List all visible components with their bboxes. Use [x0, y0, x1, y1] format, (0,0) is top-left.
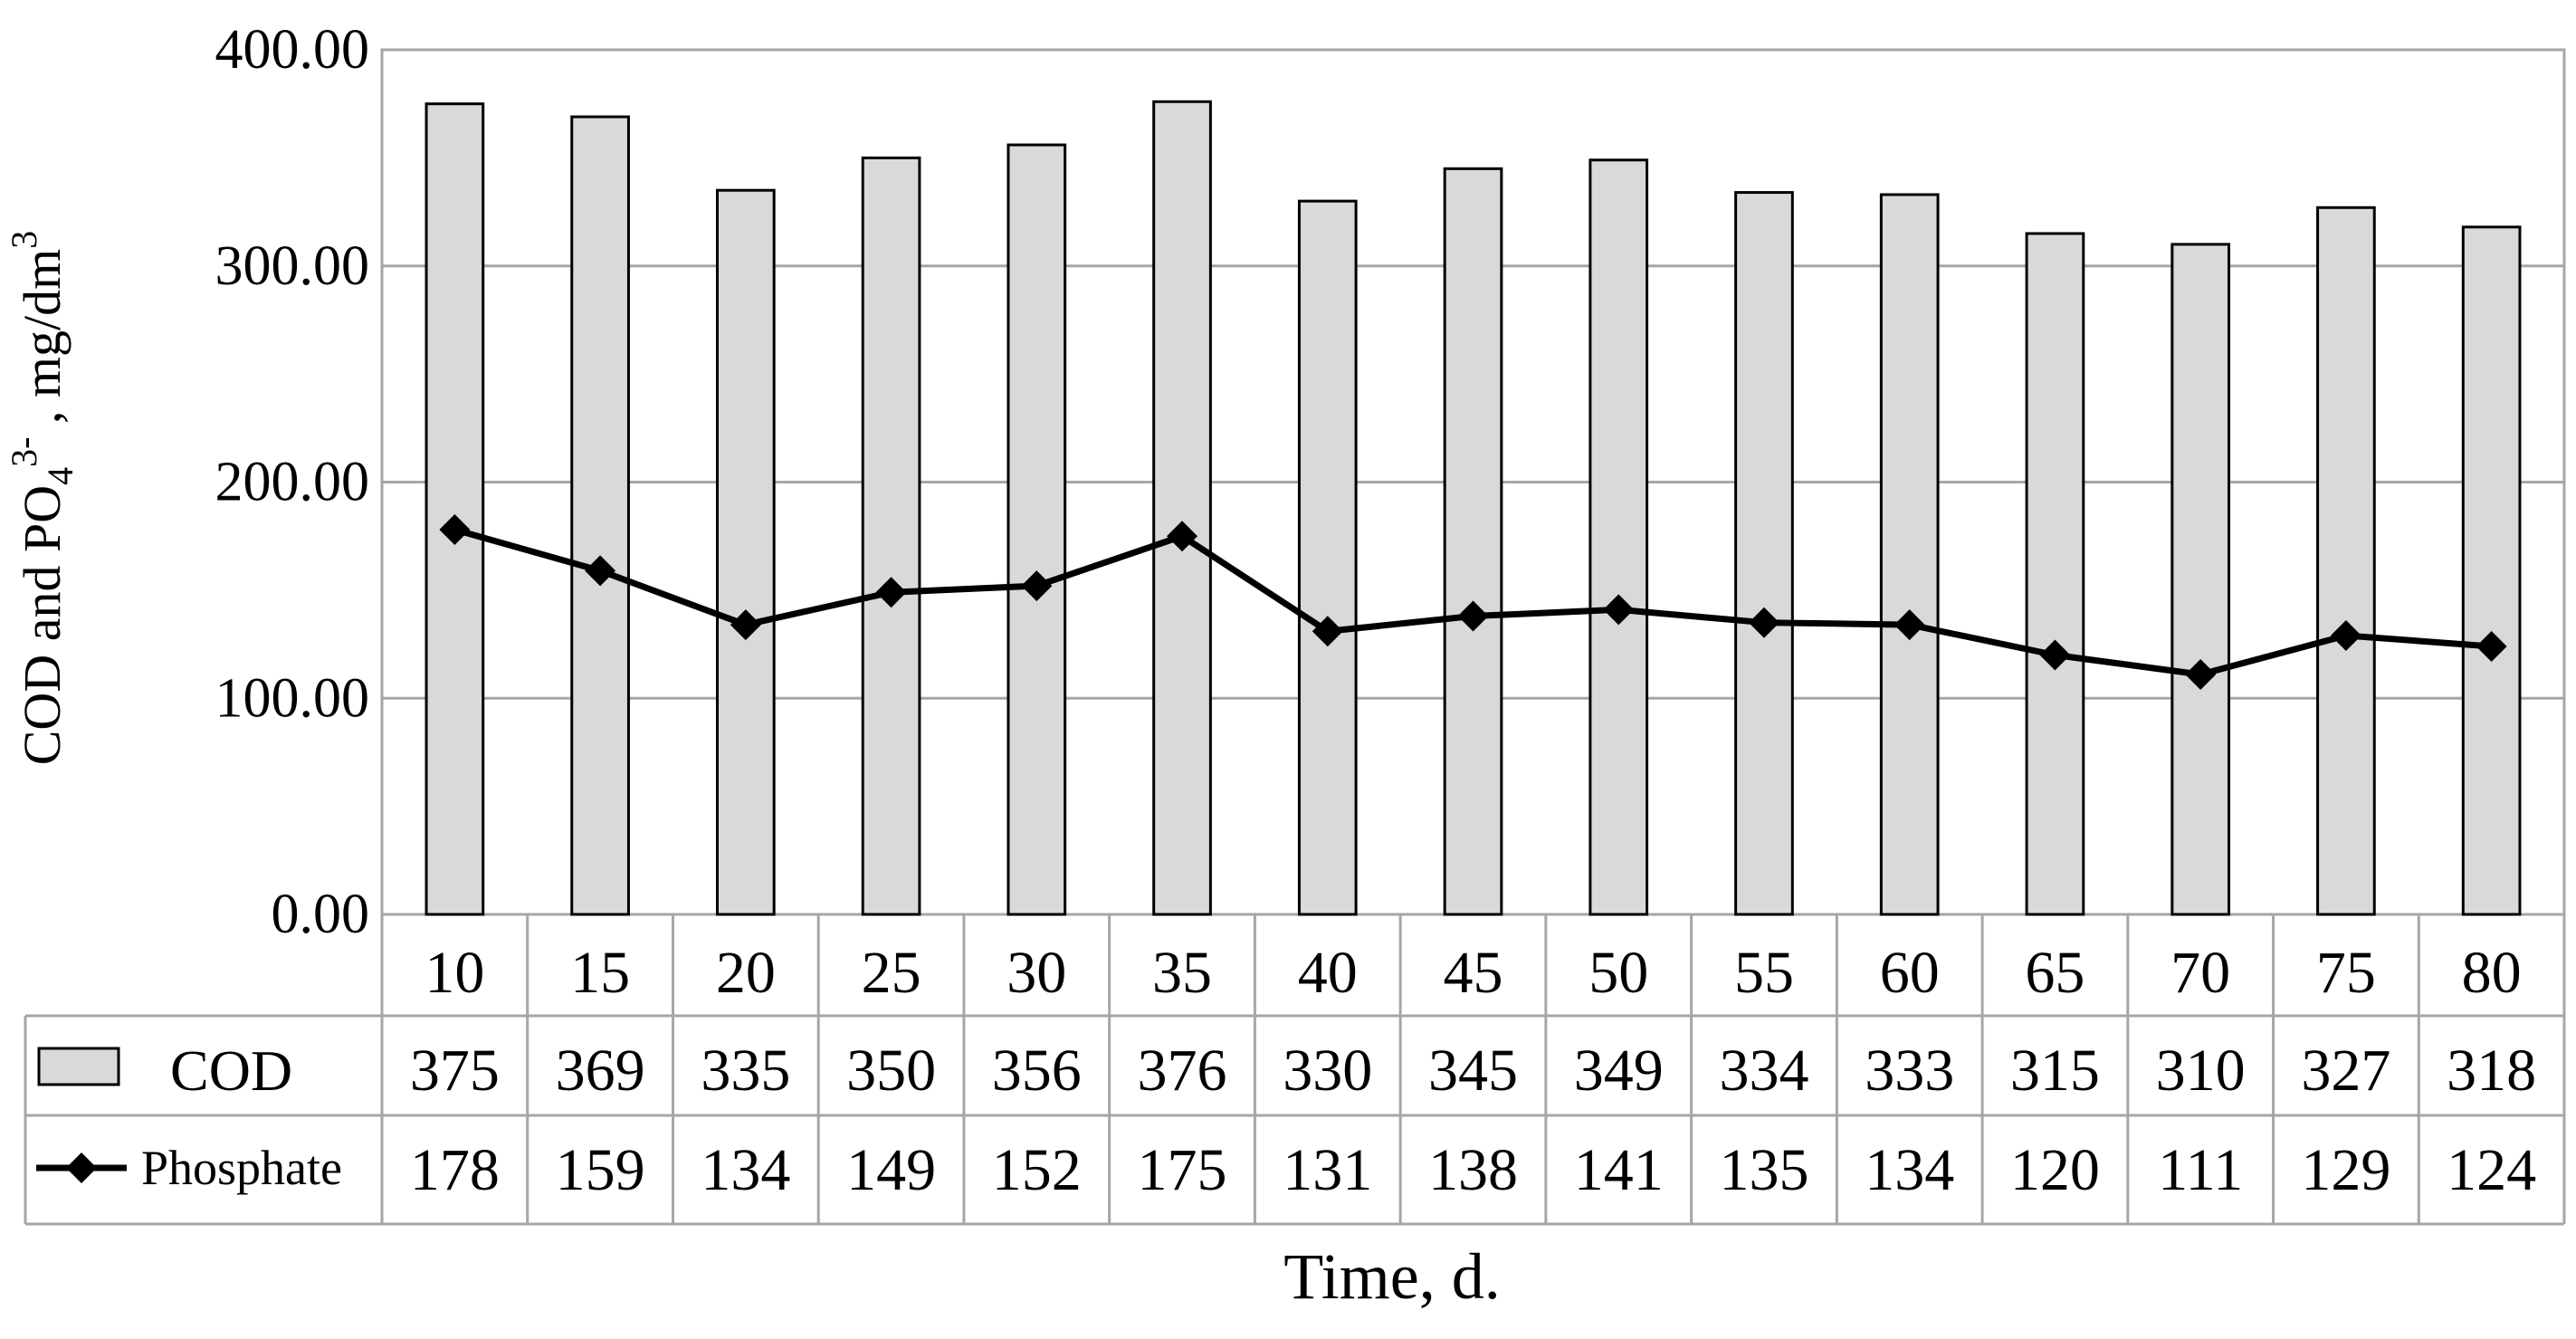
phosphate-value-cell: 141	[1574, 1137, 1664, 1203]
phosphate-value-cell: 178	[410, 1137, 500, 1203]
x-tick-label: 70	[2171, 940, 2230, 1006]
y-axis-title: COD and PO43- , mg/dm3	[4, 231, 81, 766]
y-axis-title-superscript: 3-	[4, 437, 44, 467]
cod-bar	[2171, 243, 2231, 916]
y-axis: 0.00 100.00 200.00 300.00 400.00	[215, 19, 370, 945]
cod-bar	[1734, 191, 1794, 916]
phosphate-marker	[2185, 658, 2217, 690]
cod-legend-label: COD	[170, 1038, 292, 1103]
cod-bar	[2316, 206, 2376, 916]
y-axis-title-middle: , mg/dm	[13, 249, 72, 437]
x-tick-label: 45	[1444, 940, 1503, 1006]
y-axis-title-superscript-2: 3	[4, 231, 44, 249]
phosphate-value-cell: 135	[1719, 1137, 1808, 1203]
cod-bar	[861, 156, 921, 916]
y-tick-label: 0.00	[272, 884, 370, 945]
cod-bar	[1443, 167, 1503, 916]
cod-value-cell: 349	[1574, 1038, 1664, 1104]
x-tick-label: 75	[2316, 940, 2376, 1006]
phosphate-value-cell: 131	[1283, 1137, 1372, 1203]
phosphate-value-cell: 120	[2010, 1137, 2100, 1203]
cod-bar	[1152, 100, 1212, 916]
phosphate-value-cell: 134	[1865, 1137, 1954, 1203]
cod-bar	[1007, 143, 1067, 916]
cod-value-cell: 333	[1865, 1038, 1954, 1104]
x-tick-label: 65	[2025, 940, 2085, 1006]
phosphate-value-cell: 175	[1138, 1137, 1227, 1203]
cod-bar	[2461, 225, 2522, 916]
cod-bar	[1297, 199, 1358, 916]
phosphate-value-cell: 138	[1428, 1137, 1518, 1203]
y-axis-title-subscript: 4	[40, 467, 81, 485]
cod-value-cell: 356	[992, 1038, 1082, 1104]
y-tick-label: 200.00	[215, 452, 370, 513]
x-tick-label: 50	[1589, 940, 1648, 1006]
phosphate-marker	[875, 577, 907, 608]
phosphate-legend-marker	[66, 1152, 97, 1183]
cod-value-cell: 330	[1283, 1038, 1372, 1104]
phosphate-marker	[1457, 600, 1489, 632]
cod-bar	[715, 188, 776, 916]
y-tick-label: 400.00	[215, 19, 370, 81]
phosphate-marker	[2330, 620, 2361, 652]
y-tick-label: 100.00	[215, 667, 370, 729]
phosphate-marker	[1021, 570, 1053, 602]
phosphate-value-cell: 129	[2301, 1137, 2390, 1203]
cod-value-cell: 350	[846, 1038, 936, 1104]
y-axis-title-prefix: COD and PO	[13, 485, 72, 765]
x-tick-label: 15	[570, 940, 630, 1006]
phosphate-marker	[1312, 616, 1343, 647]
phosphate-marker	[1894, 609, 1925, 641]
x-tick-label: 80	[2462, 940, 2522, 1006]
cod-value-cell: 327	[2301, 1038, 2390, 1104]
x-axis-title: Time, d.	[1283, 1240, 1500, 1313]
phosphate-marker	[1603, 594, 1635, 626]
cod-legend-key	[37, 1047, 120, 1086]
x-tick-label: 20	[716, 940, 776, 1006]
phosphate-marker	[2476, 630, 2507, 662]
cod-bar	[425, 102, 485, 916]
phosphate-marker	[730, 609, 761, 641]
phosphate-line	[439, 514, 2507, 690]
x-tick-label: 10	[425, 940, 484, 1006]
data-table: 10 15 20 25 30 35 40 45 50 55 60 65 70 75 80 375 369 335 3…	[24, 914, 2566, 1226]
phosphate-marker	[439, 514, 471, 546]
x-tick-label: 25	[862, 940, 921, 1006]
cod-value-cell: 334	[1719, 1038, 1808, 1104]
x-tick-label: 55	[1734, 940, 1794, 1006]
cod-value-cell: 318	[2447, 1038, 2536, 1104]
cod-bar	[1589, 158, 1649, 916]
phosphate-marker	[585, 555, 616, 587]
cod-bars	[425, 100, 2522, 916]
cod-bar	[2025, 232, 2085, 916]
phosphate-value-cell: 152	[992, 1137, 1082, 1203]
phosphate-marker	[2039, 639, 2071, 671]
phosphate-value-cell: 111	[2158, 1137, 2243, 1203]
phosphate-legend-label: Phosphate	[141, 1141, 342, 1195]
x-tick-label: 30	[1007, 940, 1066, 1006]
phosphate-value-cell: 124	[2447, 1137, 2536, 1203]
cod-value-cell: 310	[2156, 1038, 2246, 1104]
cod-bar	[570, 115, 630, 916]
phosphate-marker	[1167, 521, 1198, 552]
x-tick-label: 35	[1152, 940, 1212, 1006]
phosphate-marker	[1748, 607, 1779, 638]
cod-value-cell: 376	[1138, 1038, 1227, 1104]
cod-value-cell: 375	[410, 1038, 500, 1104]
cod-bar	[1879, 193, 1940, 916]
phosphate-value-cell: 134	[701, 1137, 790, 1203]
cod-value-cell: 345	[1428, 1038, 1518, 1104]
phosphate-value-cell: 149	[846, 1137, 936, 1203]
x-tick-label: 60	[1880, 940, 1940, 1006]
y-tick-label: 300.00	[215, 235, 370, 297]
x-tick-label: 40	[1298, 940, 1358, 1006]
cod-value-cell: 315	[2010, 1038, 2100, 1104]
cod-value-cell: 369	[556, 1038, 645, 1104]
cod-value-cell: 335	[701, 1038, 790, 1104]
phosphate-value-cell: 159	[556, 1137, 645, 1203]
